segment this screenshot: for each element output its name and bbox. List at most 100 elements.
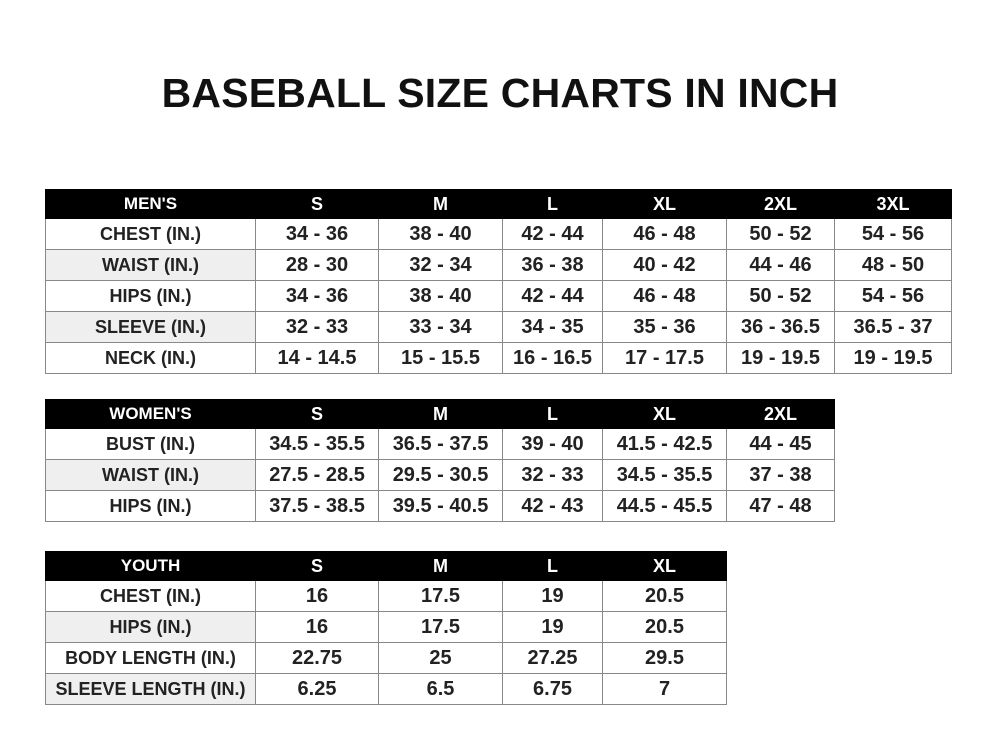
measurement-label: HIPS (IN.) xyxy=(45,611,256,643)
header-row: YOUTH S M L XL xyxy=(45,551,727,581)
size-header: L xyxy=(502,551,603,581)
category-header: MEN'S xyxy=(45,189,256,219)
measurement-value: 46 - 48 xyxy=(602,280,727,312)
measurement-value: 48 - 50 xyxy=(834,249,952,281)
measurement-label: SLEEVE LENGTH (IN.) xyxy=(45,673,256,705)
measurement-value: 27.5 - 28.5 xyxy=(255,459,379,491)
measurement-value: 36 - 36.5 xyxy=(726,311,835,343)
measurement-value: 33 - 34 xyxy=(378,311,503,343)
measurement-value: 36.5 - 37.5 xyxy=(378,428,503,460)
measurement-value: 6.25 xyxy=(255,673,379,705)
measurement-value: 17 - 17.5 xyxy=(602,342,727,374)
measurement-value: 19 - 19.5 xyxy=(834,342,952,374)
measurement-value: 37.5 - 38.5 xyxy=(255,490,379,522)
measurement-value: 36 - 38 xyxy=(502,249,603,281)
measurement-value: 44 - 45 xyxy=(726,428,835,460)
measurement-value: 14 - 14.5 xyxy=(255,342,379,374)
table-row: SLEEVE (IN.) 32 - 33 33 - 34 34 - 35 35 - 36… xyxy=(45,311,952,343)
measurement-value: 38 - 40 xyxy=(378,218,503,250)
measurement-value: 32 - 34 xyxy=(378,249,503,281)
measurement-value: 40 - 42 xyxy=(602,249,727,281)
measurement-value: 39 - 40 xyxy=(502,428,603,460)
measurement-value: 28 - 30 xyxy=(255,249,379,281)
size-header: 2XL xyxy=(726,399,835,429)
youth-size-table: YOUTH S M L XL CHEST (IN.) 16 17.5 19 20.5 HIPS (I… xyxy=(45,551,727,705)
measurement-value: 47 - 48 xyxy=(726,490,835,522)
measurement-value: 7 xyxy=(602,673,727,705)
measurement-value: 41.5 - 42.5 xyxy=(602,428,727,460)
size-header: S xyxy=(255,551,379,581)
measurement-value: 42 - 44 xyxy=(502,218,603,250)
measurement-value: 22.75 xyxy=(255,642,379,674)
table-row: BODY LENGTH (IN.) 22.75 25 27.25 29.5 xyxy=(45,642,727,674)
measurement-value: 50 - 52 xyxy=(726,280,835,312)
measurement-value: 42 - 43 xyxy=(502,490,603,522)
measurement-value: 19 xyxy=(502,580,603,612)
measurement-value: 32 - 33 xyxy=(255,311,379,343)
measurement-value: 29.5 xyxy=(602,642,727,674)
table-row: CHEST (IN.) 34 - 36 38 - 40 42 - 44 46 - 48 5… xyxy=(45,218,952,250)
measurement-value: 6.75 xyxy=(502,673,603,705)
measurement-value: 20.5 xyxy=(602,611,727,643)
table-row: HIPS (IN.) 16 17.5 19 20.5 xyxy=(45,611,727,643)
measurement-label: SLEEVE (IN.) xyxy=(45,311,256,343)
measurement-label: NECK (IN.) xyxy=(45,342,256,374)
measurement-value: 6.5 xyxy=(378,673,503,705)
measurement-value: 44.5 - 45.5 xyxy=(602,490,727,522)
measurement-value: 17.5 xyxy=(378,580,503,612)
table-row: HIPS (IN.) 37.5 - 38.5 39.5 - 40.5 42 - 43 4… xyxy=(45,490,835,522)
measurement-value: 36.5 - 37 xyxy=(834,311,952,343)
table-row: HIPS (IN.) 34 - 36 38 - 40 42 - 44 46 - 48 50… xyxy=(45,280,952,312)
measurement-value: 34 - 36 xyxy=(255,280,379,312)
measurement-value: 54 - 56 xyxy=(834,218,952,250)
size-header: M xyxy=(378,189,503,219)
measurement-value: 16 xyxy=(255,611,379,643)
measurement-label: CHEST (IN.) xyxy=(45,218,256,250)
measurement-value: 16 - 16.5 xyxy=(502,342,603,374)
size-header: 3XL xyxy=(834,189,952,219)
size-header: L xyxy=(502,189,603,219)
measurement-value: 17.5 xyxy=(378,611,503,643)
measurement-value: 20.5 xyxy=(602,580,727,612)
table-row: BUST (IN.) 34.5 - 35.5 36.5 - 37.5 39 - 40 4… xyxy=(45,428,835,460)
measurement-value: 37 - 38 xyxy=(726,459,835,491)
table-row: SLEEVE LENGTH (IN.) 6.25 6.5 6.75 7 xyxy=(45,673,727,705)
measurement-label: BODY LENGTH (IN.) xyxy=(45,642,256,674)
measurement-value: 25 xyxy=(378,642,503,674)
table-row: WAIST (IN.) 27.5 - 28.5 29.5 - 30.5 32 - 33… xyxy=(45,459,835,491)
header-row: MEN'S S M L XL 2XL 3XL xyxy=(45,189,952,219)
measurement-value: 35 - 36 xyxy=(602,311,727,343)
table-row: WAIST (IN.) 28 - 30 32 - 34 36 - 38 40 - 42 4… xyxy=(45,249,952,281)
measurement-value: 27.25 xyxy=(502,642,603,674)
size-header: XL xyxy=(602,399,727,429)
measurement-value: 34 - 36 xyxy=(255,218,379,250)
size-header: 2XL xyxy=(726,189,835,219)
table-row: CHEST (IN.) 16 17.5 19 20.5 xyxy=(45,580,727,612)
measurement-label: WAIST (IN.) xyxy=(45,459,256,491)
page-title: BASEBALL SIZE CHARTS IN INCH xyxy=(161,70,839,116)
measurement-value: 34 - 35 xyxy=(502,311,603,343)
measurement-label: WAIST (IN.) xyxy=(45,249,256,281)
womens-size-table: WOMEN'S S M L XL 2XL BUST (IN.) 34.5 - 35.5 36.5… xyxy=(45,399,835,522)
measurement-value: 19 - 19.5 xyxy=(726,342,835,374)
measurement-value: 44 - 46 xyxy=(726,249,835,281)
measurement-value: 19 xyxy=(502,611,603,643)
measurement-value: 29.5 - 30.5 xyxy=(378,459,503,491)
measurement-value: 16 xyxy=(255,580,379,612)
size-header: S xyxy=(255,399,379,429)
mens-size-table: MEN'S S M L XL 2XL 3XL CHEST (IN.) 34 - 36 38 - 4… xyxy=(45,189,952,374)
header-row: WOMEN'S S M L XL 2XL xyxy=(45,399,835,429)
size-header: M xyxy=(378,551,503,581)
measurement-label: CHEST (IN.) xyxy=(45,580,256,612)
measurement-label: HIPS (IN.) xyxy=(45,280,256,312)
measurement-value: 38 - 40 xyxy=(378,280,503,312)
measurement-value: 34.5 - 35.5 xyxy=(602,459,727,491)
measurement-value: 54 - 56 xyxy=(834,280,952,312)
measurement-label: HIPS (IN.) xyxy=(45,490,256,522)
size-header: S xyxy=(255,189,379,219)
measurement-label: BUST (IN.) xyxy=(45,428,256,460)
size-header: XL xyxy=(602,189,727,219)
measurement-value: 15 - 15.5 xyxy=(378,342,503,374)
size-header: M xyxy=(378,399,503,429)
measurement-value: 50 - 52 xyxy=(726,218,835,250)
